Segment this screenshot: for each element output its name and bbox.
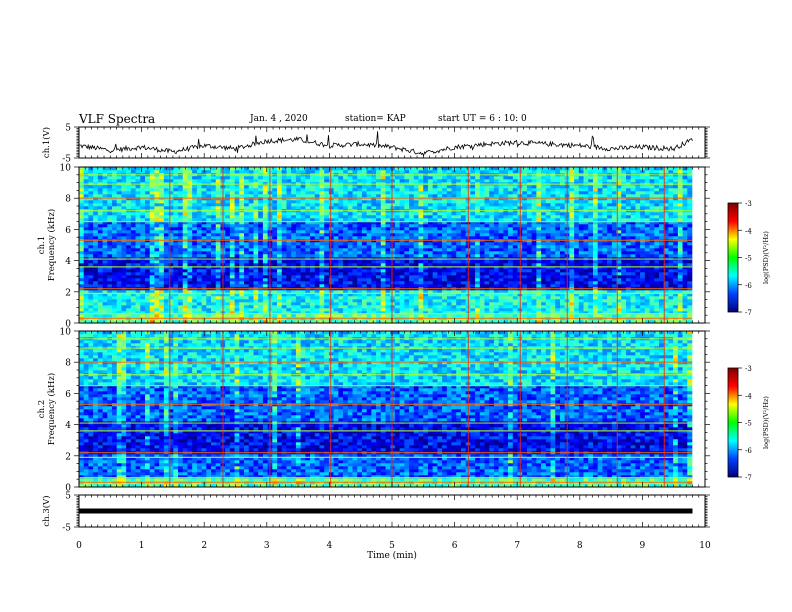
ch2-colorbar [727,367,742,478]
y-tick-label: 4 [65,421,71,431]
x-tick-label: 3 [264,541,270,551]
y-tick-label: 5 [65,492,71,502]
colorbar-bar [727,202,739,313]
ch3-signal [79,508,693,514]
x-tick-label: 8 [577,541,583,551]
y-tick-label: 2 [65,452,71,462]
y-tick-label: 8 [65,359,71,369]
colorbar-label: log(PSD)(V²/Hz) [762,396,770,449]
ch3-waveform [79,508,693,514]
y-tick-label: 8 [65,195,71,205]
ch2-spectrogram [79,331,693,488]
y-tick-label: 10 [60,328,72,338]
x-tick-label: 1 [139,541,145,551]
ch1-waveform-axes [74,126,710,159]
y-tick-label: 0 [65,484,71,494]
ch1-spectrogram-axes [74,166,710,324]
y-tick-label: -5 [62,155,71,165]
y-tick-label: 0 [65,320,71,330]
ch1-signal [78,131,693,157]
colorbar-tick-label: -6 [745,282,752,290]
x-tick-label: 9 [640,541,646,551]
colorbar-tick-label: -3 [745,200,752,208]
y-tick-label: -5 [62,524,71,534]
ch2-spectrogram-axes [74,330,710,488]
ch1-colorbar [727,202,742,313]
y-axis-label: ch.2 [37,400,47,418]
colorbar-tick-label: -7 [745,309,752,317]
colorbar-tick-label: -6 [745,447,752,455]
station-label: station= KAP [345,114,406,124]
ch1-waveform [78,131,693,157]
x-tick-label: 2 [201,541,207,551]
y-tick-label: 6 [65,390,71,400]
y-axis-label: Frequency (kHz) [46,373,57,445]
y-axis-label: ch.3(V) [41,495,52,526]
colorbar-bar [727,367,739,478]
x-tick-label: 7 [514,541,520,551]
figure-title: VLF Spectra [79,112,156,126]
ch3-waveform-axes [74,494,710,528]
ch1-spectrogram [79,167,693,324]
x-tick-label: 4 [327,541,333,551]
colorbar-tick-label: -5 [745,255,752,263]
x-axis-label: Time (min) [367,550,417,561]
colorbar-tick-label: -3 [745,365,752,373]
y-tick-label: 10 [60,164,72,174]
colorbar-tick-label: -4 [745,227,752,235]
y-axis-label: ch.1 [37,236,47,254]
y-axis-label: ch.1(V) [41,127,52,158]
x-tick-label: 6 [452,541,458,551]
colorbar-tick-label: -4 [745,392,752,400]
date-label: Jan. 4 , 2020 [250,114,308,124]
x-tick-label: 5 [389,541,395,551]
y-tick-label: 5 [65,124,71,134]
colorbar-tick-label: -5 [745,420,752,428]
colorbar-tick-label: -7 [745,474,752,482]
y-tick-label: 4 [65,257,71,267]
y-axis-label: Frequency (kHz) [46,209,57,281]
y-tick-label: 6 [65,226,71,236]
start-time-label: start UT = 6 : 10: 0 [438,114,527,124]
y-tick-label: 2 [65,288,71,298]
x-tick-label: 10 [699,541,711,551]
x-tick-label: 0 [76,541,82,551]
colorbar-label: log(PSD)(V²/Hz) [762,231,770,284]
